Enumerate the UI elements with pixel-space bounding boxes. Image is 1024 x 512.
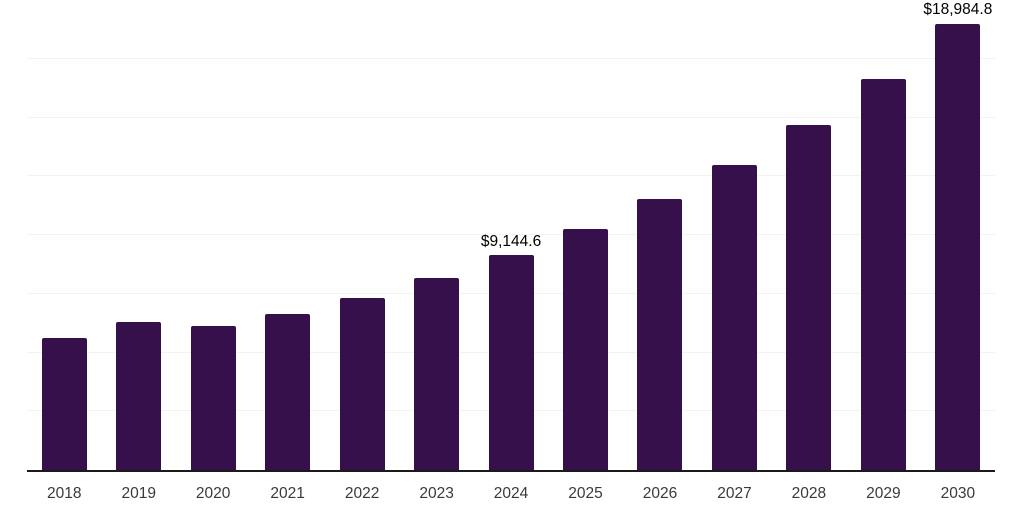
- x-tick-label-2018: 2018: [46, 485, 82, 502]
- x-axis-line: [27, 470, 995, 472]
- bar-2029: [860, 78, 906, 470]
- bar-band-2027: [697, 0, 771, 470]
- x-tick-label-2027: 2027: [717, 485, 752, 502]
- bar-2026: [637, 198, 683, 470]
- x-tick-label-2020: 2020: [195, 485, 231, 502]
- x-tick-label-2026: 2026: [642, 485, 678, 502]
- plot-area: $9,144.6 $18,984.8: [27, 0, 995, 472]
- bar-band-2019: [101, 0, 175, 470]
- bar-2027: [711, 164, 757, 470]
- bar-band-2023: [399, 0, 473, 470]
- bar-2024: [488, 255, 534, 470]
- bar-2020: [190, 326, 236, 470]
- bar-band-2021: [250, 0, 324, 470]
- x-tick-label-2023: 2023: [419, 485, 454, 502]
- x-tick-label-2022: 2022: [344, 485, 380, 502]
- x-tick-label-2019: 2019: [121, 485, 156, 502]
- bar-2018: [41, 337, 87, 470]
- x-axis-labels: 2018 2019 2020 2021 2022 2023 2024 2025 2026 2027…: [27, 472, 995, 503]
- bar-2028: [786, 124, 832, 470]
- bar-band-2020: [176, 0, 250, 470]
- bar-2030: [935, 23, 981, 470]
- gridline: [27, 116, 995, 118]
- x-tick-label-2030: 2030: [940, 485, 976, 502]
- x-tick-label-2028: 2028: [791, 485, 827, 502]
- bars: $9,144.6 $18,984.8: [27, 0, 995, 470]
- bar-band-2024: $9,144.6: [474, 0, 548, 470]
- bar-band-2028: [772, 0, 846, 470]
- bar-2025: [563, 228, 609, 470]
- bar-value-label-2024: $9,144.6: [480, 232, 542, 250]
- x-tick-label-2024: 2024: [493, 485, 529, 502]
- bar-2019: [116, 322, 162, 470]
- bar-band-2018: [27, 0, 101, 470]
- bar-band-2025: [548, 0, 622, 470]
- bar-2022: [339, 298, 385, 470]
- bar-band-2022: [325, 0, 399, 470]
- gridline: [27, 234, 995, 235]
- bar-2021: [265, 313, 311, 470]
- x-tick-label-2029: 2029: [866, 485, 901, 502]
- bar-value-label-2030: $18,984.8: [923, 1, 993, 19]
- bar-band-2026: [623, 0, 697, 470]
- gridline: [27, 57, 995, 59]
- x-tick-label-2025: 2025: [568, 485, 603, 502]
- gridline: [27, 175, 995, 177]
- bar-2023: [414, 277, 460, 470]
- bar-band-2030: $18,984.8: [921, 0, 995, 470]
- bar-band-2029: [846, 0, 920, 470]
- x-tick-label-2021: 2021: [270, 485, 305, 502]
